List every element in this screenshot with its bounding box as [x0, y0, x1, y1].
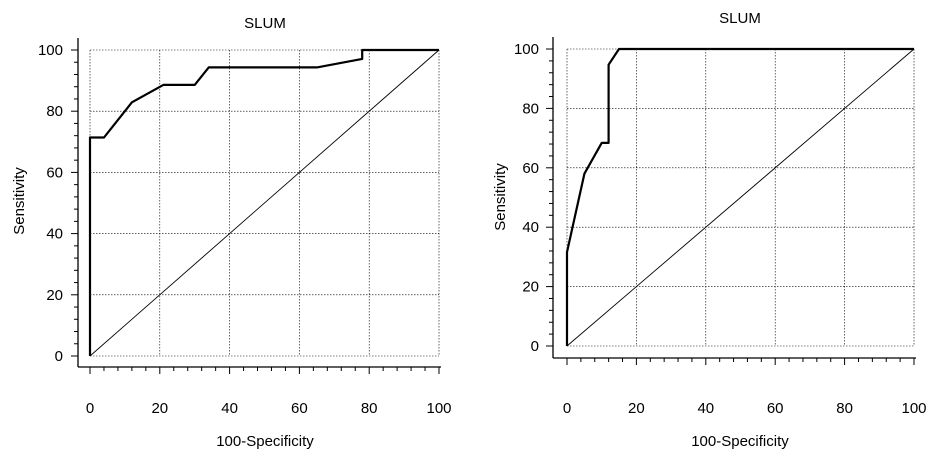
y-tick-label: 60 [522, 160, 539, 177]
y-tick-label: 0 [531, 338, 539, 355]
y-tick-label: 80 [46, 103, 63, 120]
reference-diagonal-line [566, 48, 915, 347]
y-tick-label: 40 [46, 226, 63, 243]
x-tick-label: 80 [361, 400, 378, 417]
x-axis-label: 100-Specificity [216, 433, 314, 450]
x-tick-label: 0 [86, 400, 94, 417]
y-tick-label: 20 [46, 287, 63, 304]
y-tick-label: 100 [38, 42, 63, 59]
series [565, 47, 915, 347]
x-tick-label: 100 [426, 400, 451, 417]
y-tick-label: 20 [522, 279, 539, 296]
x-tick-label: 40 [221, 400, 238, 417]
roc-chart-right: SLUM 100-Specificity Sensitivity 0 20 40 60… [492, 10, 927, 450]
x-tick-label: 80 [836, 400, 853, 417]
x-tick-label: 20 [151, 400, 168, 417]
x-axis-label: 100-Specificity [691, 433, 789, 450]
roc-curve-line [88, 48, 439, 356]
y-tick-label: 40 [522, 219, 539, 236]
y-tick-label: 80 [522, 100, 539, 117]
x-tick-label: 0 [563, 400, 571, 417]
chart-title: SLUM [244, 15, 286, 32]
y-tick-label: 100 [514, 41, 539, 58]
x-tick-label: 20 [628, 400, 645, 417]
x-tick-label: 40 [697, 400, 714, 417]
roc-chart-left: SLUM 100-Specificity Sensitivity 0 20 40 60… [11, 15, 452, 450]
grid [566, 48, 915, 347]
y-axis-label: Sensitivity [492, 163, 509, 231]
tick-labels: 0 20 40 60 80 100 0 20 40 60 80 100 [38, 42, 452, 417]
grid [89, 49, 440, 357]
y-axis-label: Sensitivity [11, 167, 28, 235]
series [88, 48, 440, 357]
y-tick-label: 0 [55, 348, 63, 365]
axes [71, 38, 441, 374]
x-tick-label: 60 [767, 400, 784, 417]
tick-labels: 0 20 40 60 80 100 0 20 40 60 80 100 [514, 41, 927, 417]
roc-curve-line [565, 47, 914, 346]
chart-title: SLUM [719, 10, 761, 27]
x-tick-label: 60 [291, 400, 308, 417]
reference-diagonal-line [89, 49, 440, 357]
y-tick-label: 60 [46, 164, 63, 181]
x-tick-label: 100 [901, 400, 926, 417]
axes [546, 37, 916, 365]
